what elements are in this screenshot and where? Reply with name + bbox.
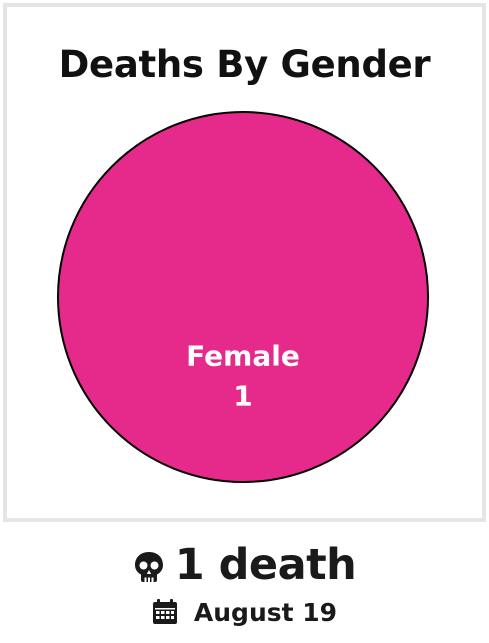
date-label: August 19	[193, 597, 338, 627]
chart-title: Deaths By Gender	[58, 43, 431, 86]
slice-label-female: Female	[186, 339, 300, 372]
date-row: August 19	[0, 596, 489, 628]
slice-value-female: 1	[233, 379, 252, 412]
calendar-icon	[152, 599, 177, 624]
death-count-row: 1 death	[0, 538, 489, 592]
pie-slice-female	[57, 111, 429, 483]
death-count: 1 death	[174, 540, 357, 590]
skull-icon	[134, 552, 163, 582]
